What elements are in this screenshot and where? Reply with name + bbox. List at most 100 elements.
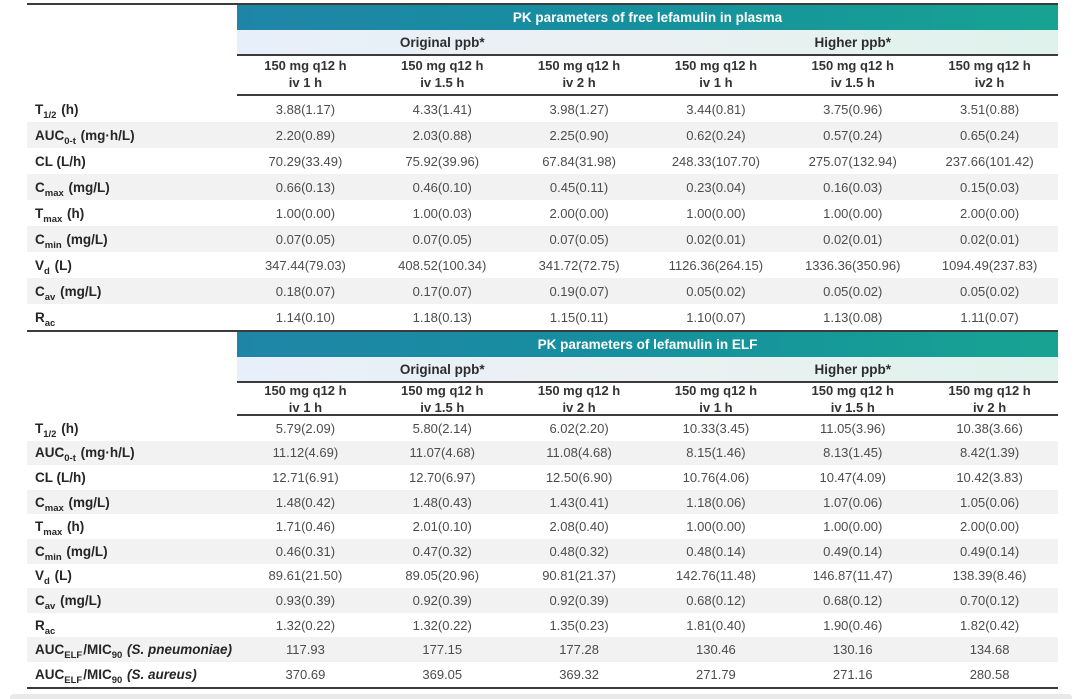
divider [237,414,1058,416]
value-cell: 237.66(101.42) [945,153,1034,169]
table-row: Tmax (h) 1.71(0.46) 2.01(0.10) 2.08(0.40) 1.… [27,514,1058,539]
value-cell: 0.07(0.05) [549,231,609,247]
column-header: 150 mg q12 h iv 1 h [237,58,374,91]
value-cell: 0.15(0.03) [959,179,1020,195]
value-cell: 1.11(0.07) [960,309,1019,325]
label-column-spacer [27,332,237,357]
value-cell: 271.79 [696,666,736,682]
infusion-label: iv 1.5 h [830,399,875,415]
value-cell: 0.02(0.01) [823,231,883,247]
label-subscript: d [44,576,50,588]
dose-label: 150 mg q12 h [401,58,484,74]
group-band: Original ppb* Higher ppb* [237,30,1058,54]
value-cell: 2.01(0.10) [412,519,472,535]
label-text: (h) [63,205,85,221]
value-cell: 1.71(0.46) [275,519,336,535]
value-cell: 0.68(0.12) [686,592,746,608]
table-row: T1/2 (h) 5.79(2.09) 5.80(2.14) 6.02(2.20) 10… [27,416,1058,441]
value-cell: 8.13(1.45) [823,445,883,461]
dose-label: 150 mg q12 h [401,383,484,398]
value-cell: 177.15 [422,642,463,658]
value-cell: 2.20(0.89) [275,127,336,143]
label-text: C [35,179,45,195]
table-row: Cmax (mg/L) 0.66(0.13) 0.46(0.10) 0.45(0.11… [27,174,1058,200]
table-row: AUCELF/MIC90 (S. pneumoniae) 117.93 177.15… [27,637,1058,662]
label-subscript: max [44,502,64,514]
label-subscript: max [43,527,63,539]
value-cell: 0.57(0.24) [823,127,883,143]
row-label: Cav (mg/L) [27,284,237,303]
value-cell: 130.16 [832,642,873,658]
column-header: 150 mg q12 h iv 1.5 h [784,383,921,416]
value-cell: 1.10(0.07) [686,309,746,325]
infusion-label: iv 1 h [288,75,323,90]
value-cell: 8.15(1.46) [686,445,746,461]
value-cell: 0.16(0.03) [823,179,883,195]
group-row: Original ppb* Higher ppb* [27,357,1058,381]
label-subscript: max [43,213,63,225]
label-text: (h) [57,101,79,117]
value-cell: 0.45(0.11) [549,179,609,195]
row-label: Tmax (h) [27,519,237,538]
row-label: Cmax (mg/L) [27,494,237,514]
value-cell: 369.05 [422,666,463,682]
label-text: T [35,519,44,535]
label-column-spacer [27,5,237,30]
dose-label: 150 mg q12 h [674,383,758,398]
label-text: /MIC [83,666,112,682]
value-cell: 369.32 [559,666,599,682]
value-cell: 1.00(0.00) [275,205,336,221]
value-cell: 11.07(4.68) [409,445,475,461]
table-row: Rac 1.14(0.10) 1.18(0.13) 1.15(0.11) 1.10(0.… [27,304,1058,330]
label-text: C [35,494,45,510]
dose-label: 150 mg q12 h [811,383,894,398]
label-subscript: min [44,551,62,563]
label-subscript: ac [44,625,56,637]
label-text: (mg/L) [56,592,102,608]
value-cell: 12.71(6.91) [272,469,339,485]
value-cell: 4.33(1.41) [412,101,472,117]
label-text: V [35,257,45,273]
value-cell: 1.05(0.06) [959,494,1020,510]
value-cell: 0.19(0.07) [549,283,609,299]
label-text: T [35,101,44,117]
value-cell: 1.48(0.43) [412,494,472,510]
value-cell: 0.48(0.14) [686,543,746,559]
row-label: AUCELF/MIC90 (S. aureus) [27,666,237,686]
value-cell: 1.00(0.00) [686,519,746,535]
value-cell: 2.08(0.40) [549,519,609,535]
label-subscript: ELF [64,650,83,662]
table-row: Cmin (mg/L) 0.46(0.31) 0.47(0.32) 0.48(0.32… [27,538,1058,564]
table-row: Tmax (h) 1.00(0.00) 1.00(0.03) 2.00(0.00) 1.… [27,200,1058,226]
value-cell: 10.47(4.09) [819,469,886,485]
value-cell: 70.29(33.49) [268,153,343,169]
label-subscript: ac [44,317,56,329]
label-text: (mg·h/L) [76,127,135,143]
value-cell: 134.68 [969,642,1010,658]
dose-label: 150 mg q12 h [948,383,1031,398]
value-cell: 12.50(6.90) [545,469,613,485]
row-label: CL (L/h) [27,154,237,169]
value-cell: 75.92(39.96) [405,153,480,169]
value-cell: 0.70(0.12) [959,592,1020,608]
value-cell: 1336.36(350.96) [805,257,901,273]
infusion-label: iv 2 h [562,75,596,90]
label-text: AUC [35,666,65,682]
value-cell: 1.00(0.00) [823,519,883,535]
infusion-label: iv 2 h [562,399,596,415]
label-subscript: d [44,265,50,277]
label-subscript: 90 [111,674,123,686]
value-cell: 0.46(0.10) [412,179,472,195]
value-cell: 0.47(0.32) [412,543,472,559]
value-cell: 3.88(1.17) [275,101,336,117]
row-label: AUC0-t (mg·h/L) [27,445,237,464]
infusion-label: iv 1.5 h [420,75,465,90]
column-header: 150 mg q12 h iv 2 h [511,383,648,416]
value-cell: 0.17(0.07) [412,283,472,299]
table-row: Cav (mg/L) 0.93(0.39) 0.92(0.39) 0.92(0.39)… [27,588,1058,613]
value-cell: 0.92(0.39) [549,592,609,608]
group-band: Original ppb* Higher ppb* [237,357,1058,381]
value-cell: 90.81(21.37) [542,568,616,584]
value-cell: 1.18(0.06) [686,494,746,510]
value-cell: 10.38(3.66) [956,420,1023,436]
